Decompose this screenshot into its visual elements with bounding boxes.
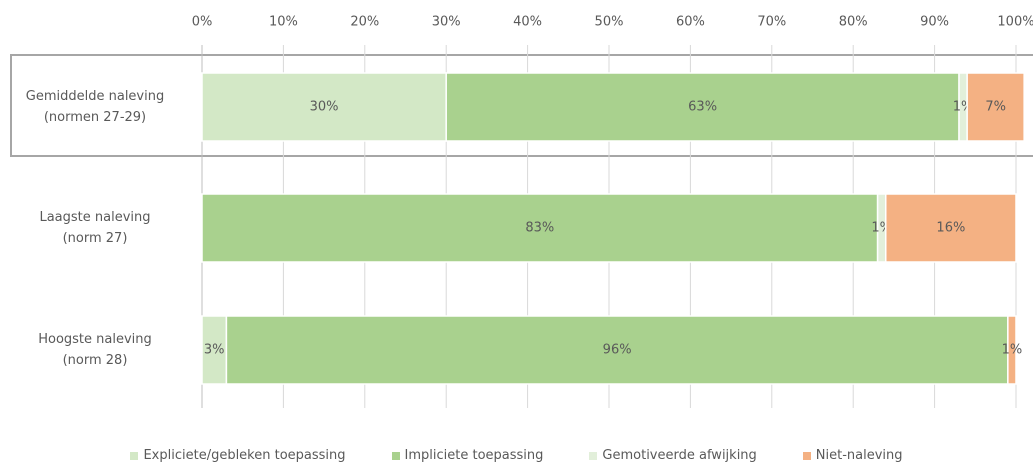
x-tick-label: 0% — [192, 15, 213, 30]
legend-item: Expliciete/gebleken toepassing — [130, 448, 346, 463]
bar-segment — [225, 315, 1009, 385]
x-tick-label: 100% — [997, 15, 1033, 30]
data-label: 83% — [525, 221, 554, 236]
bar-segment — [201, 72, 447, 142]
legend-label: Impliciete toepassing — [404, 448, 544, 463]
data-label: 96% — [603, 343, 632, 358]
x-tick-label: 10% — [269, 15, 298, 30]
x-tick-label: 40% — [513, 15, 542, 30]
legend-item: Gemotiveerde afwijking — [589, 448, 757, 463]
data-label: 63% — [688, 100, 717, 115]
x-tick-label: 30% — [432, 15, 461, 30]
bar-segment — [1007, 315, 1017, 385]
bar-segment — [201, 315, 228, 385]
x-tick-label: 50% — [595, 15, 624, 30]
x-tick-label: 80% — [839, 15, 868, 30]
legend-swatch — [589, 451, 598, 460]
data-label: 7% — [985, 100, 1006, 115]
x-tick-label: 20% — [350, 15, 379, 30]
legend-item: Niet-naleving — [802, 448, 903, 463]
legend-swatch — [391, 451, 400, 460]
legend-swatch — [130, 451, 139, 460]
category-label: Hoogste naleving (norm 28) — [38, 332, 152, 368]
x-tick-label: 70% — [757, 15, 786, 30]
legend-label: Gemotiveerde afwijking — [602, 448, 757, 463]
legend-label: Niet-naleving — [815, 448, 903, 463]
data-label: 16% — [936, 221, 965, 236]
data-label: 30% — [310, 100, 339, 115]
bar-segment — [966, 72, 1025, 142]
x-tick-label: 60% — [676, 15, 705, 30]
category-label: Gemiddelde naleving (normen 27-29) — [25, 89, 165, 125]
category-label: Laagste naleving (norm 27) — [39, 210, 151, 246]
legend-item: Impliciete toepassing — [391, 448, 544, 463]
data-label: 3% — [204, 343, 225, 358]
legend-label: Expliciete/gebleken toepassing — [143, 448, 346, 463]
bar-segment — [885, 193, 1017, 263]
highlight-box — [10, 54, 1033, 157]
data-label: 1% — [1002, 343, 1023, 358]
legend-swatch — [802, 451, 811, 460]
x-tick-label: 90% — [920, 15, 949, 30]
legend: Expliciete/gebleken toepassing Impliciete… — [0, 448, 1033, 463]
